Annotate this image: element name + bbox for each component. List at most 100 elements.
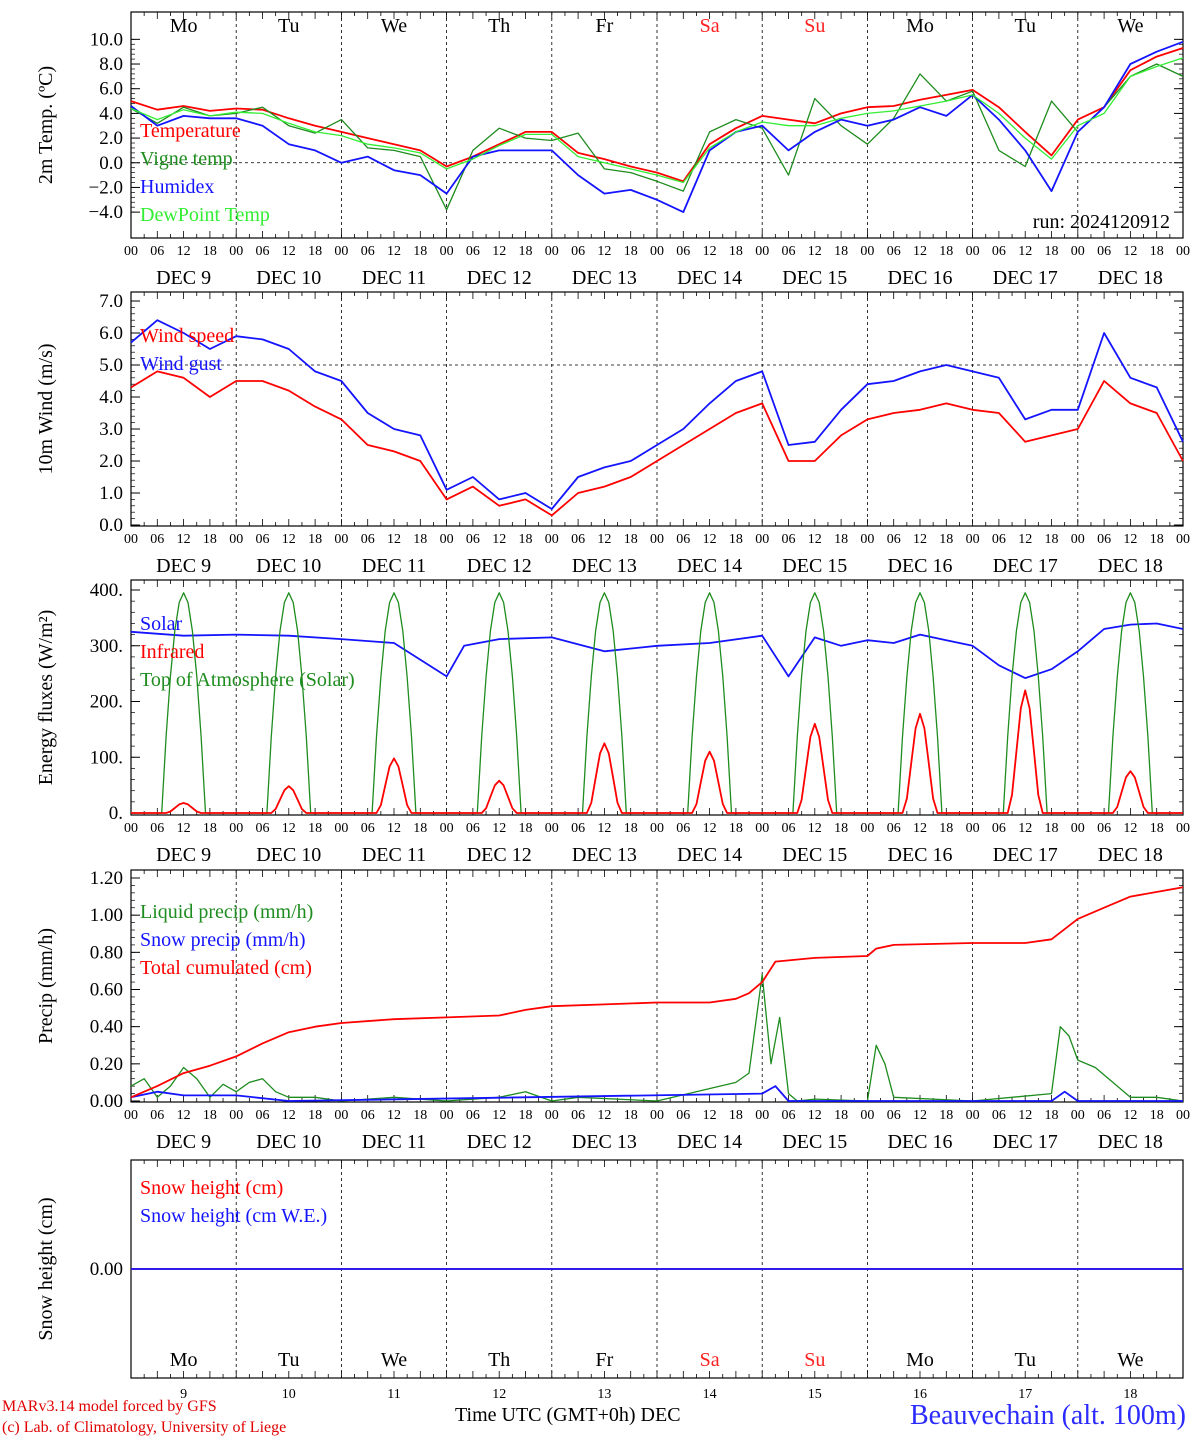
hour-label: 00 bbox=[229, 1108, 243, 1123]
date-label: DEC 17 bbox=[993, 267, 1058, 289]
hour-label: 12 bbox=[1018, 532, 1032, 547]
hour-label: 18 bbox=[1150, 532, 1164, 547]
y-tick-label: 100. bbox=[90, 747, 123, 768]
date-label: DEC 13 bbox=[572, 267, 637, 289]
hour-label: 06 bbox=[782, 821, 796, 836]
day-number: 9 bbox=[180, 1387, 187, 1402]
hour-label: 18 bbox=[834, 821, 848, 836]
weekday-label: Mo bbox=[906, 1349, 934, 1371]
hour-label: 06 bbox=[256, 1108, 270, 1123]
legend-entry: Liquid precip (mm/h) bbox=[140, 901, 313, 923]
date-label: DEC 14 bbox=[677, 1131, 742, 1153]
date-label: DEC 9 bbox=[156, 1131, 211, 1153]
date-label: DEC 16 bbox=[888, 555, 953, 577]
hour-label: 06 bbox=[1097, 532, 1111, 547]
weekday-label: We bbox=[381, 15, 407, 37]
date-label: DEC 11 bbox=[362, 555, 426, 577]
y-tick-label: −4.0 bbox=[89, 202, 123, 223]
hour-label: 00 bbox=[1071, 532, 1085, 547]
legend-entry: Wind speed bbox=[140, 325, 234, 347]
credit-lab: (c) Lab. of Climatology, University of L… bbox=[2, 1419, 287, 1436]
hour-label: 18 bbox=[308, 244, 322, 259]
hour-label: 12 bbox=[282, 821, 296, 836]
hour-label: 12 bbox=[913, 821, 927, 836]
date-label: DEC 14 bbox=[677, 555, 742, 577]
hour-label: 12 bbox=[808, 244, 822, 259]
credit-model: MARv3.14 model forced by GFS bbox=[2, 1398, 217, 1415]
day-number: 17 bbox=[1018, 1387, 1032, 1402]
date-label: DEC 9 bbox=[156, 555, 211, 577]
hour-label: 06 bbox=[676, 244, 690, 259]
date-label: DEC 11 bbox=[362, 1131, 426, 1153]
hour-label: 18 bbox=[939, 244, 953, 259]
hour-label: 00 bbox=[545, 532, 559, 547]
y-tick-label: 0. bbox=[109, 803, 123, 824]
hour-label: 12 bbox=[597, 244, 611, 259]
hour-label: 06 bbox=[466, 1108, 480, 1123]
hour-label: 06 bbox=[361, 532, 375, 547]
hour-label: 12 bbox=[703, 244, 717, 259]
date-label: DEC 17 bbox=[993, 555, 1058, 577]
day-number: 15 bbox=[808, 1387, 822, 1402]
panel-3: 400. 300. 200. 100. 0. Energy fluxes (W/m²) 00… bbox=[35, 579, 1190, 866]
hour-label: 12 bbox=[597, 532, 611, 547]
hour-label: 12 bbox=[913, 1108, 927, 1123]
y-tick-label: 0.0 bbox=[99, 515, 123, 536]
date-label: DEC 15 bbox=[782, 844, 847, 866]
hour-label: 06 bbox=[361, 821, 375, 836]
y-tick-label: 5.0 bbox=[99, 355, 123, 376]
hour-label: 06 bbox=[571, 532, 585, 547]
hour-label: 18 bbox=[519, 1108, 533, 1123]
hour-label: 00 bbox=[229, 532, 243, 547]
date-label: DEC 16 bbox=[888, 267, 953, 289]
hour-label: 12 bbox=[282, 244, 296, 259]
hour-label: 12 bbox=[177, 532, 191, 547]
series-snow-precip-mm-h bbox=[130, 1085, 1183, 1102]
weekday-label: Tu bbox=[1014, 1349, 1036, 1371]
y-tick-label: 1.00 bbox=[90, 905, 123, 926]
hour-label: 12 bbox=[1123, 532, 1137, 547]
y-tick-label: 0.80 bbox=[90, 942, 123, 963]
y-tick-label: 0.20 bbox=[90, 1054, 123, 1075]
y-tick-label: 0.40 bbox=[90, 1017, 123, 1038]
date-label: DEC 12 bbox=[467, 1131, 532, 1153]
weekday-label: We bbox=[1117, 15, 1143, 37]
hour-label: 18 bbox=[834, 532, 848, 547]
hour-label: 18 bbox=[203, 532, 217, 547]
hour-label: 12 bbox=[492, 1108, 506, 1123]
hour-label: 06 bbox=[361, 1108, 375, 1123]
hour-label: 06 bbox=[887, 532, 901, 547]
hour-label: 06 bbox=[992, 532, 1006, 547]
day-number: 18 bbox=[1123, 1387, 1137, 1402]
hour-label: 18 bbox=[834, 244, 848, 259]
y-axis-label: Snow height (cm) bbox=[35, 1197, 57, 1340]
date-label: DEC 12 bbox=[467, 267, 532, 289]
hour-label: 18 bbox=[203, 244, 217, 259]
hour-label: 18 bbox=[939, 532, 953, 547]
series-solar bbox=[131, 689, 1183, 814]
y-tick-label: 200. bbox=[90, 692, 123, 713]
station-name: Beauvechain (alt. 100m) bbox=[909, 1400, 1186, 1431]
series-vigne-temp bbox=[130, 63, 1184, 211]
hour-label: 12 bbox=[1123, 1108, 1137, 1123]
hour-label: 00 bbox=[1176, 532, 1190, 547]
y-axis-label: Energy fluxes (W/m²) bbox=[35, 610, 57, 786]
hour-label: 00 bbox=[860, 532, 874, 547]
date-label: DEC 10 bbox=[256, 1131, 321, 1153]
hour-label: 06 bbox=[466, 532, 480, 547]
hour-label: 18 bbox=[939, 821, 953, 836]
date-label: DEC 18 bbox=[1098, 555, 1163, 577]
date-label: DEC 13 bbox=[572, 844, 637, 866]
hour-label: 06 bbox=[782, 244, 796, 259]
series-dewpoint-temp bbox=[130, 57, 1184, 184]
hour-label: 12 bbox=[282, 532, 296, 547]
hour-label: 00 bbox=[334, 532, 348, 547]
hour-label: 00 bbox=[545, 244, 559, 259]
hour-label: 12 bbox=[597, 1108, 611, 1123]
hour-label: 06 bbox=[676, 821, 690, 836]
hour-label: 12 bbox=[387, 244, 401, 259]
hour-label: 06 bbox=[571, 821, 585, 836]
hour-label: 00 bbox=[650, 821, 664, 836]
hour-label: 12 bbox=[1018, 244, 1032, 259]
